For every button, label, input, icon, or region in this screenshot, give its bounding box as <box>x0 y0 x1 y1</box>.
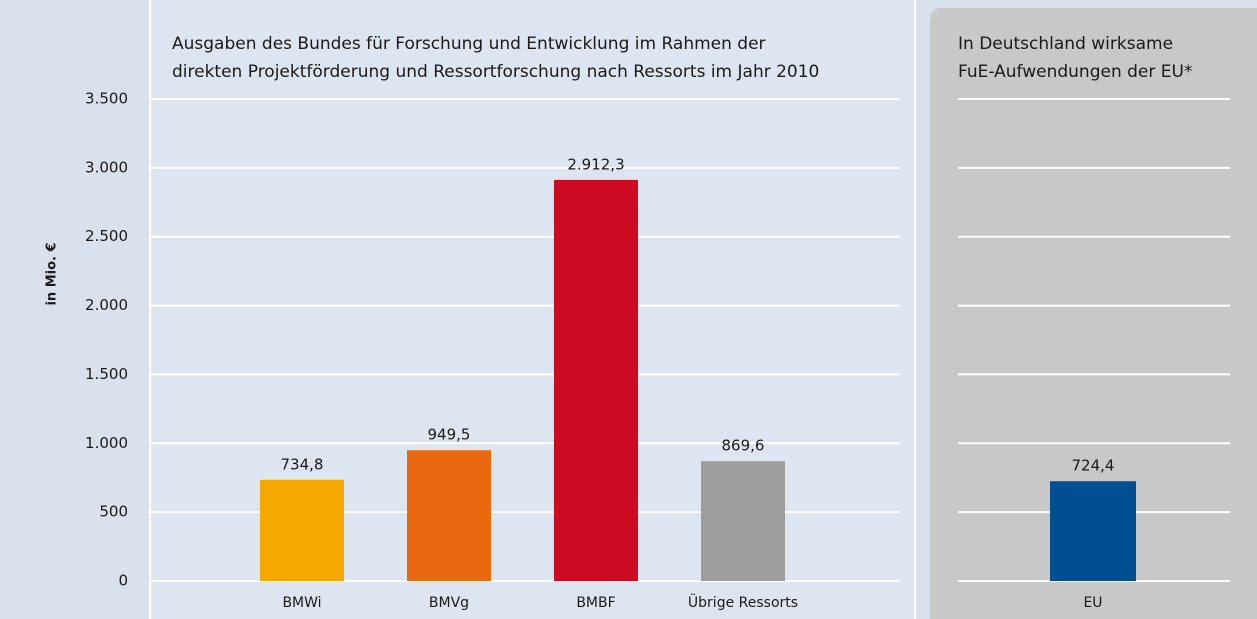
chart-title: direkten Projektförderung und Ressortfor… <box>172 62 819 82</box>
bar <box>701 461 785 581</box>
bar <box>554 179 638 581</box>
chart-title: FuE-Aufwendungen der EU* <box>958 62 1192 82</box>
y-tick-label: 2.000 <box>85 296 128 314</box>
right-panel <box>930 8 1257 619</box>
y-tick-label: 2.500 <box>85 227 128 245</box>
value-label: 724,4 <box>1072 457 1115 475</box>
chart-title: In Deutschland wirksame <box>958 34 1173 54</box>
chart-title: Ausgaben des Bundes für Forschung und En… <box>172 34 766 54</box>
y-tick-label: 1.500 <box>85 365 128 383</box>
value-label: 734,8 <box>281 455 324 473</box>
x-tick-label: BMWi <box>282 595 321 611</box>
y-tick-label: 500 <box>99 503 128 521</box>
x-tick-label: BMVg <box>429 595 469 611</box>
y-axis-label: in Mio. € <box>45 242 60 305</box>
y-tick-label: 3.500 <box>85 90 128 108</box>
x-tick-label: EU <box>1083 595 1102 611</box>
bar <box>407 450 491 581</box>
value-label: 2.912,3 <box>567 155 624 173</box>
y-tick-label: 0 <box>118 572 128 590</box>
bar <box>1050 481 1136 581</box>
x-tick-label: BMBF <box>576 595 615 611</box>
value-label: 869,6 <box>722 437 765 455</box>
bar <box>260 479 344 581</box>
y-tick-label: 3.000 <box>85 158 128 176</box>
x-tick-label: Übrige Ressorts <box>688 593 798 611</box>
y-tick-label: 1.000 <box>85 434 128 452</box>
value-label: 949,5 <box>428 426 471 444</box>
